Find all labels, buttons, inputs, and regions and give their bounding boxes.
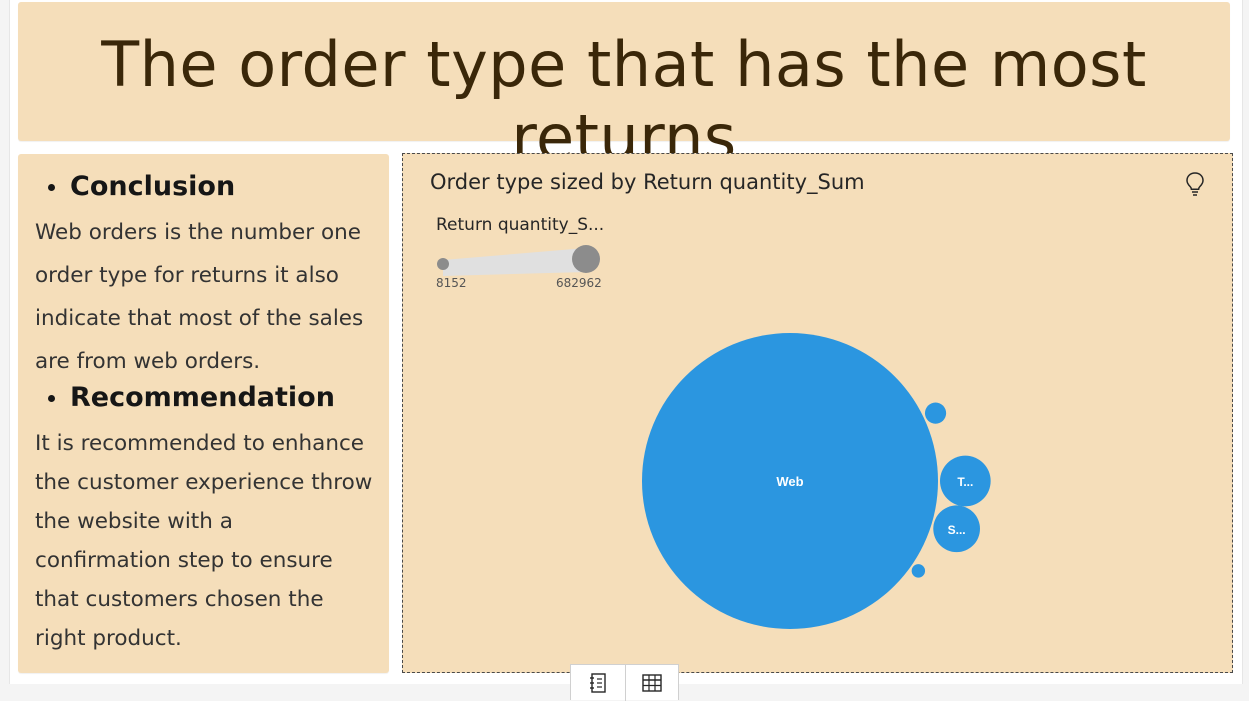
bullet <box>48 395 55 402</box>
notes-widget[interactable]: Conclusion Web orders is the number one … <box>18 154 389 673</box>
recommendation-heading: Recommendation <box>48 382 335 413</box>
table-button[interactable] <box>625 665 679 701</box>
legend-max-label: 682962 <box>556 276 602 290</box>
bubble[interactable] <box>933 505 980 553</box>
legend-ramp <box>443 248 586 276</box>
bubble-chart: Web T... S... <box>642 333 991 629</box>
bubble[interactable] <box>940 455 991 507</box>
recommendation-line: the customer experience throw <box>35 470 373 495</box>
legend-min-dot <box>437 258 449 270</box>
conclusion-paragraph: Web orders is the number one order type … <box>35 218 380 390</box>
notebook-button[interactable] <box>571 665 626 701</box>
conclusion-line: Web orders is the number one <box>35 220 361 245</box>
bubble[interactable] <box>924 402 947 424</box>
bullet <box>48 184 55 191</box>
bubble-label: S... <box>948 523 966 537</box>
recommendation-line: right product. <box>35 626 182 651</box>
legend-min-label: 8152 <box>436 276 467 290</box>
conclusion-line: order type for returns it also <box>35 263 339 288</box>
widget-toolbar <box>570 664 679 701</box>
recommendation-paragraph: It is recommended to enhance the custome… <box>35 429 380 663</box>
conclusion-line: are from web orders. <box>35 349 261 374</box>
title-widget[interactable]: The order type that has the most returns <box>18 2 1230 174</box>
chart-title: Order type sized by Return quantity_Sum <box>430 170 865 194</box>
notebook-icon <box>590 673 606 693</box>
legend-title: Return quantity_S... <box>436 215 605 235</box>
bubble[interactable] <box>642 333 938 629</box>
recommendation-line: that customers chosen the <box>35 587 324 612</box>
bubble[interactable] <box>911 564 926 578</box>
recommendation-line: It is recommended to enhance <box>35 431 365 456</box>
bubble-label: T... <box>957 475 973 489</box>
bubble-label: Web <box>776 474 803 489</box>
table-icon <box>642 674 662 692</box>
recommendation-line: confirmation step to ensure <box>35 548 333 573</box>
conclusion-heading: Conclusion <box>48 171 236 202</box>
legend-max-dot <box>572 245 600 273</box>
lightbulb-icon[interactable] <box>1184 171 1206 197</box>
bubble-chart-widget[interactable]: Order type sized by Return quantity_Sum … <box>402 153 1233 673</box>
size-legend <box>437 245 600 276</box>
recommendation-heading-text: Recommendation <box>70 382 335 413</box>
recommendation-line: the website with a <box>35 509 233 534</box>
page-title: The order type that has the most returns <box>101 28 1147 174</box>
conclusion-line: indicate that most of the sales <box>35 306 364 331</box>
conclusion-heading-text: Conclusion <box>70 171 236 202</box>
